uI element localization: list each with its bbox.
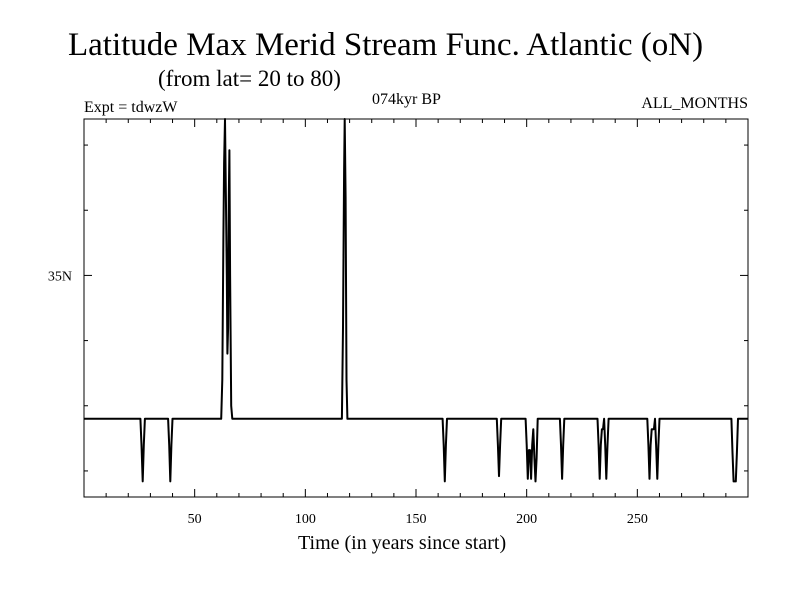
series-line: [84, 118, 748, 483]
experiment-label: Expt = tdwzW: [84, 99, 178, 116]
x-tick-label: 150: [406, 512, 427, 527]
x-tick-label: 200: [516, 512, 537, 527]
x-tick-label: 100: [295, 512, 316, 527]
months-label: ALL_MONTHS: [641, 95, 748, 112]
axis-tick-labels: 50 100 150 200 250 35N: [48, 269, 648, 527]
x-axis-label: Time (in years since start): [298, 532, 507, 554]
series-group: [84, 118, 748, 483]
x-tick-label: 250: [627, 512, 648, 527]
y-tick-label: 35N: [48, 269, 72, 284]
period-label: 074kyr BP: [372, 91, 441, 108]
x-tick-label: 50: [188, 512, 202, 527]
axis-ticks: [84, 119, 748, 497]
chart-title: Latitude Max Merid Stream Func. Atlantic…: [68, 27, 704, 63]
chart-subtitle: (from lat= 20 to 80): [158, 66, 341, 91]
